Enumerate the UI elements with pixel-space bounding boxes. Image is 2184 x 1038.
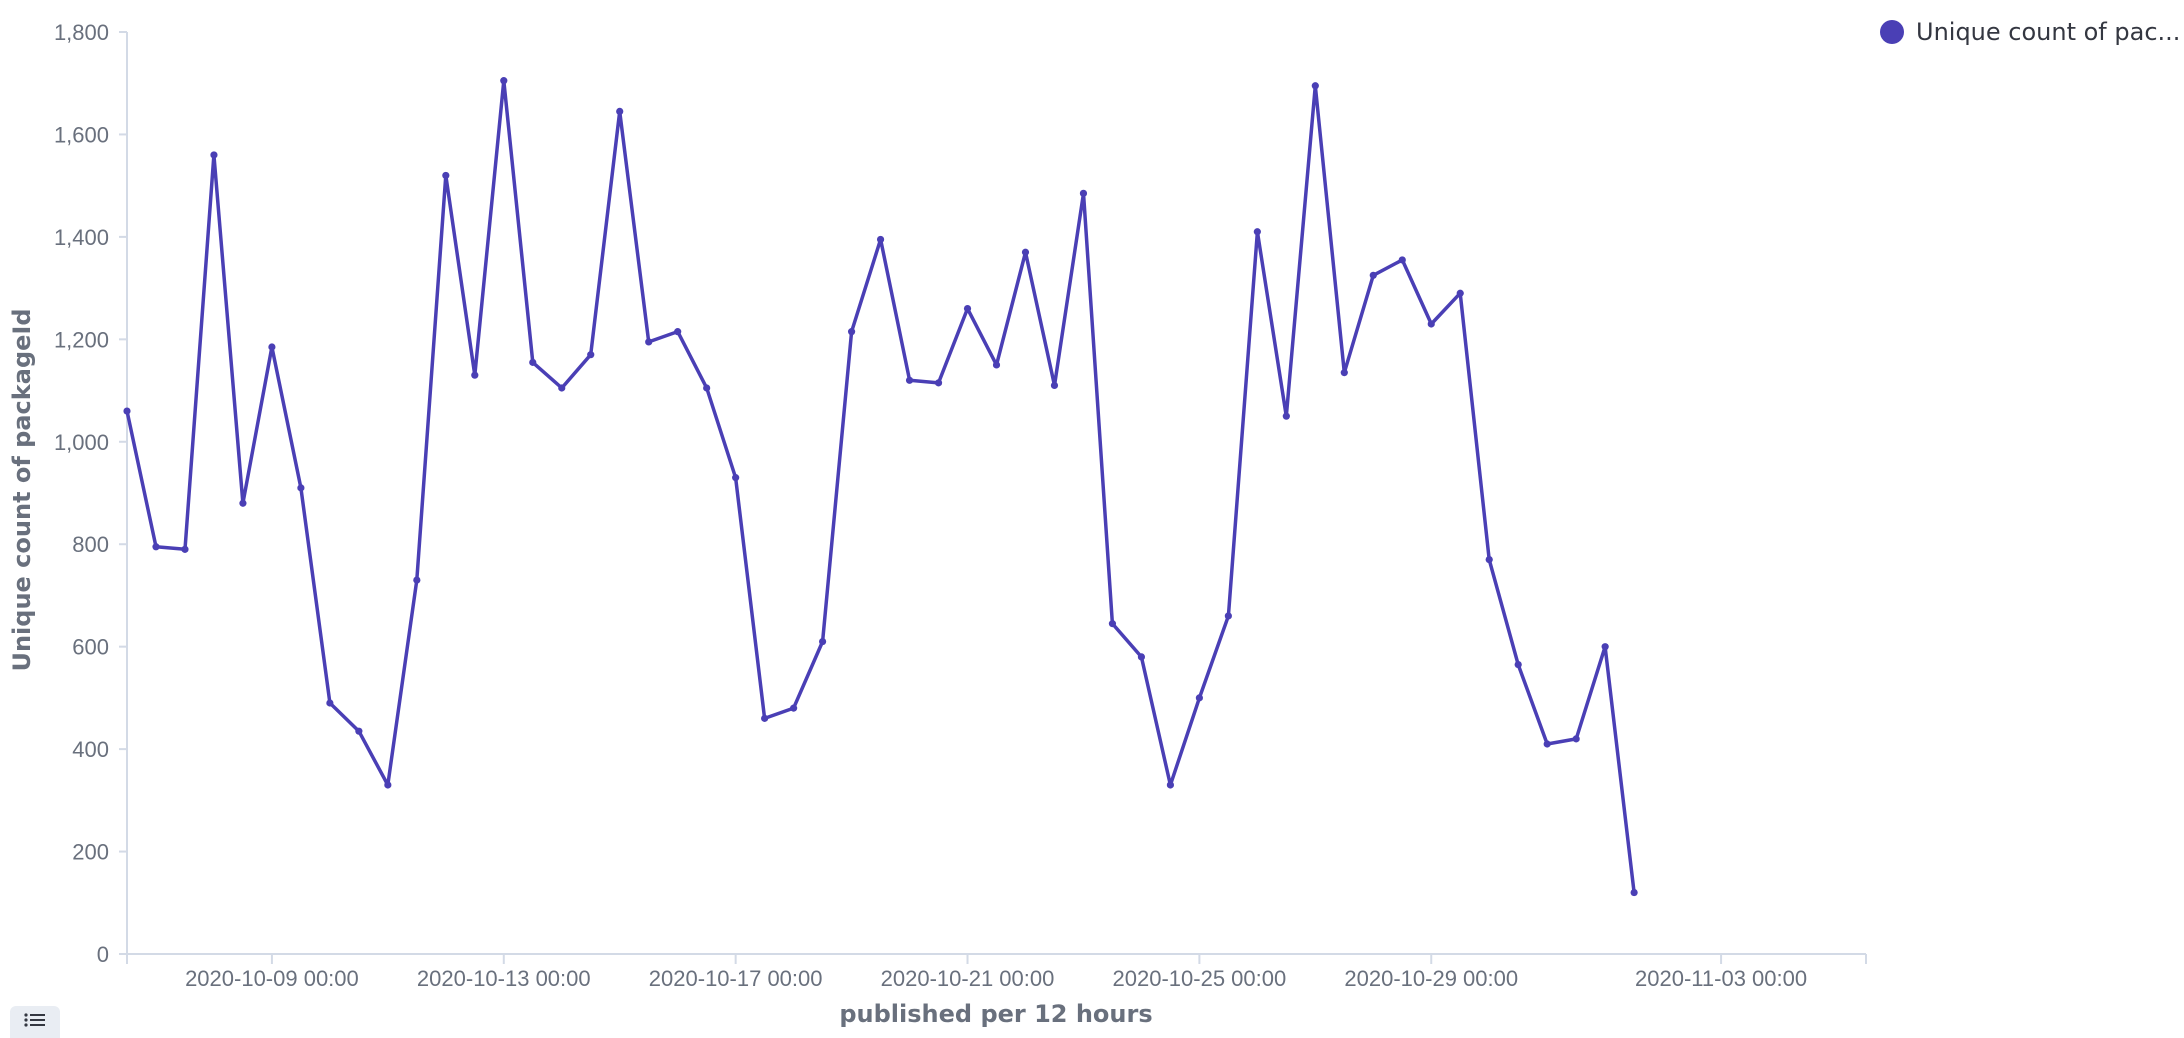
data-point[interactable] [645, 338, 653, 346]
data-point[interactable] [587, 351, 595, 359]
data-point[interactable] [963, 305, 972, 313]
y-tick-label: 1,400 [54, 225, 109, 250]
y-tick-label: 1,000 [54, 430, 109, 455]
legend-label: Unique count of pac... [1916, 18, 2181, 46]
x-tick-label: 2020-10-29 00:00 [1344, 966, 1518, 991]
legend-toggle-button[interactable] [10, 1006, 60, 1038]
data-point[interactable] [1282, 412, 1290, 420]
data-point[interactable] [413, 576, 421, 584]
data-point[interactable] [1340, 369, 1348, 377]
x-axis-ticks: 2020-10-09 00:00 2020-10-13 00:00 2020-10-… [126, 954, 1867, 991]
data-point[interactable] [181, 545, 189, 553]
data-point[interactable] [1601, 643, 1609, 651]
data-point[interactable] [1021, 248, 1030, 256]
data-point[interactable] [355, 727, 363, 735]
data-point[interactable] [558, 384, 566, 392]
legend-item[interactable]: Unique count of pac... [1880, 18, 2180, 46]
x-tick-label: 2020-10-21 00:00 [881, 966, 1055, 991]
x-axis-title: published per 12 hours [839, 1000, 1152, 1028]
data-point[interactable] [442, 171, 450, 180]
data-point[interactable] [297, 484, 305, 492]
data-point[interactable] [210, 151, 218, 159]
x-tick-label: 2020-10-13 00:00 [417, 966, 591, 991]
data-point[interactable] [1427, 320, 1435, 328]
chart-axes [126, 32, 1866, 955]
data-point[interactable] [1195, 694, 1203, 702]
data-point[interactable] [529, 358, 537, 366]
data-point[interactable] [152, 543, 160, 551]
data-point[interactable] [934, 379, 943, 387]
data-point[interactable] [1514, 660, 1522, 669]
data-point[interactable] [1137, 653, 1146, 661]
data-point[interactable] [732, 474, 740, 482]
list-icon [23, 1012, 47, 1033]
data-point[interactable] [239, 499, 247, 507]
data-point[interactable] [123, 407, 131, 415]
data-point[interactable] [384, 781, 392, 789]
x-tick-label: 2020-11-03 00:00 [1635, 966, 1807, 991]
data-point[interactable] [847, 328, 856, 336]
data-point[interactable] [992, 361, 1001, 369]
legend-color-dot [1880, 20, 1904, 44]
data-point[interactable] [471, 371, 479, 379]
data-point[interactable] [905, 376, 914, 384]
data-point[interactable] [1456, 289, 1464, 297]
data-point[interactable] [1253, 228, 1261, 236]
y-axis-title: Unique count of packageId [8, 308, 36, 671]
data-point[interactable] [1485, 555, 1493, 564]
data-point[interactable] [1224, 612, 1232, 620]
data-point[interactable] [268, 343, 276, 351]
y-tick-label: 1,800 [54, 20, 109, 45]
data-point[interactable] [1630, 888, 1638, 897]
y-axis-ticks: 0 200 400 600 800 1,000 1,200 1,400 1,600 1,800 [54, 20, 127, 967]
data-point[interactable] [674, 328, 682, 336]
y-tick-label: 1,600 [54, 122, 109, 147]
data-point[interactable] [1311, 82, 1319, 90]
data-point[interactable] [876, 235, 885, 244]
data-point[interactable] [819, 637, 827, 646]
data-point[interactable] [1543, 740, 1551, 748]
data-point[interactable] [703, 384, 711, 392]
x-tick-label: 2020-10-09 00:00 [185, 966, 359, 991]
data-point[interactable] [616, 107, 624, 115]
y-tick-label: 0 [97, 942, 109, 967]
x-tick-label: 2020-10-25 00:00 [1113, 966, 1287, 991]
y-tick-label: 200 [72, 840, 109, 865]
data-point[interactable] [1369, 271, 1377, 279]
y-tick-label: 800 [72, 532, 109, 557]
data-point[interactable] [1108, 620, 1117, 628]
y-tick-label: 1,200 [54, 327, 109, 352]
data-point[interactable] [1079, 189, 1088, 197]
data-point[interactable] [1166, 781, 1174, 789]
data-point[interactable] [500, 77, 508, 85]
series-line [125, 78, 1636, 895]
data-point[interactable] [1572, 735, 1580, 743]
data-point[interactable] [761, 714, 769, 722]
data-point[interactable] [326, 699, 334, 707]
data-point[interactable] [1050, 381, 1059, 390]
data-point[interactable] [790, 704, 798, 712]
data-point[interactable] [1398, 256, 1406, 264]
y-tick-label: 400 [72, 737, 109, 762]
y-tick-label: 600 [72, 635, 109, 660]
series-layer [123, 77, 1638, 897]
x-tick-label: 2020-10-17 00:00 [649, 966, 823, 991]
